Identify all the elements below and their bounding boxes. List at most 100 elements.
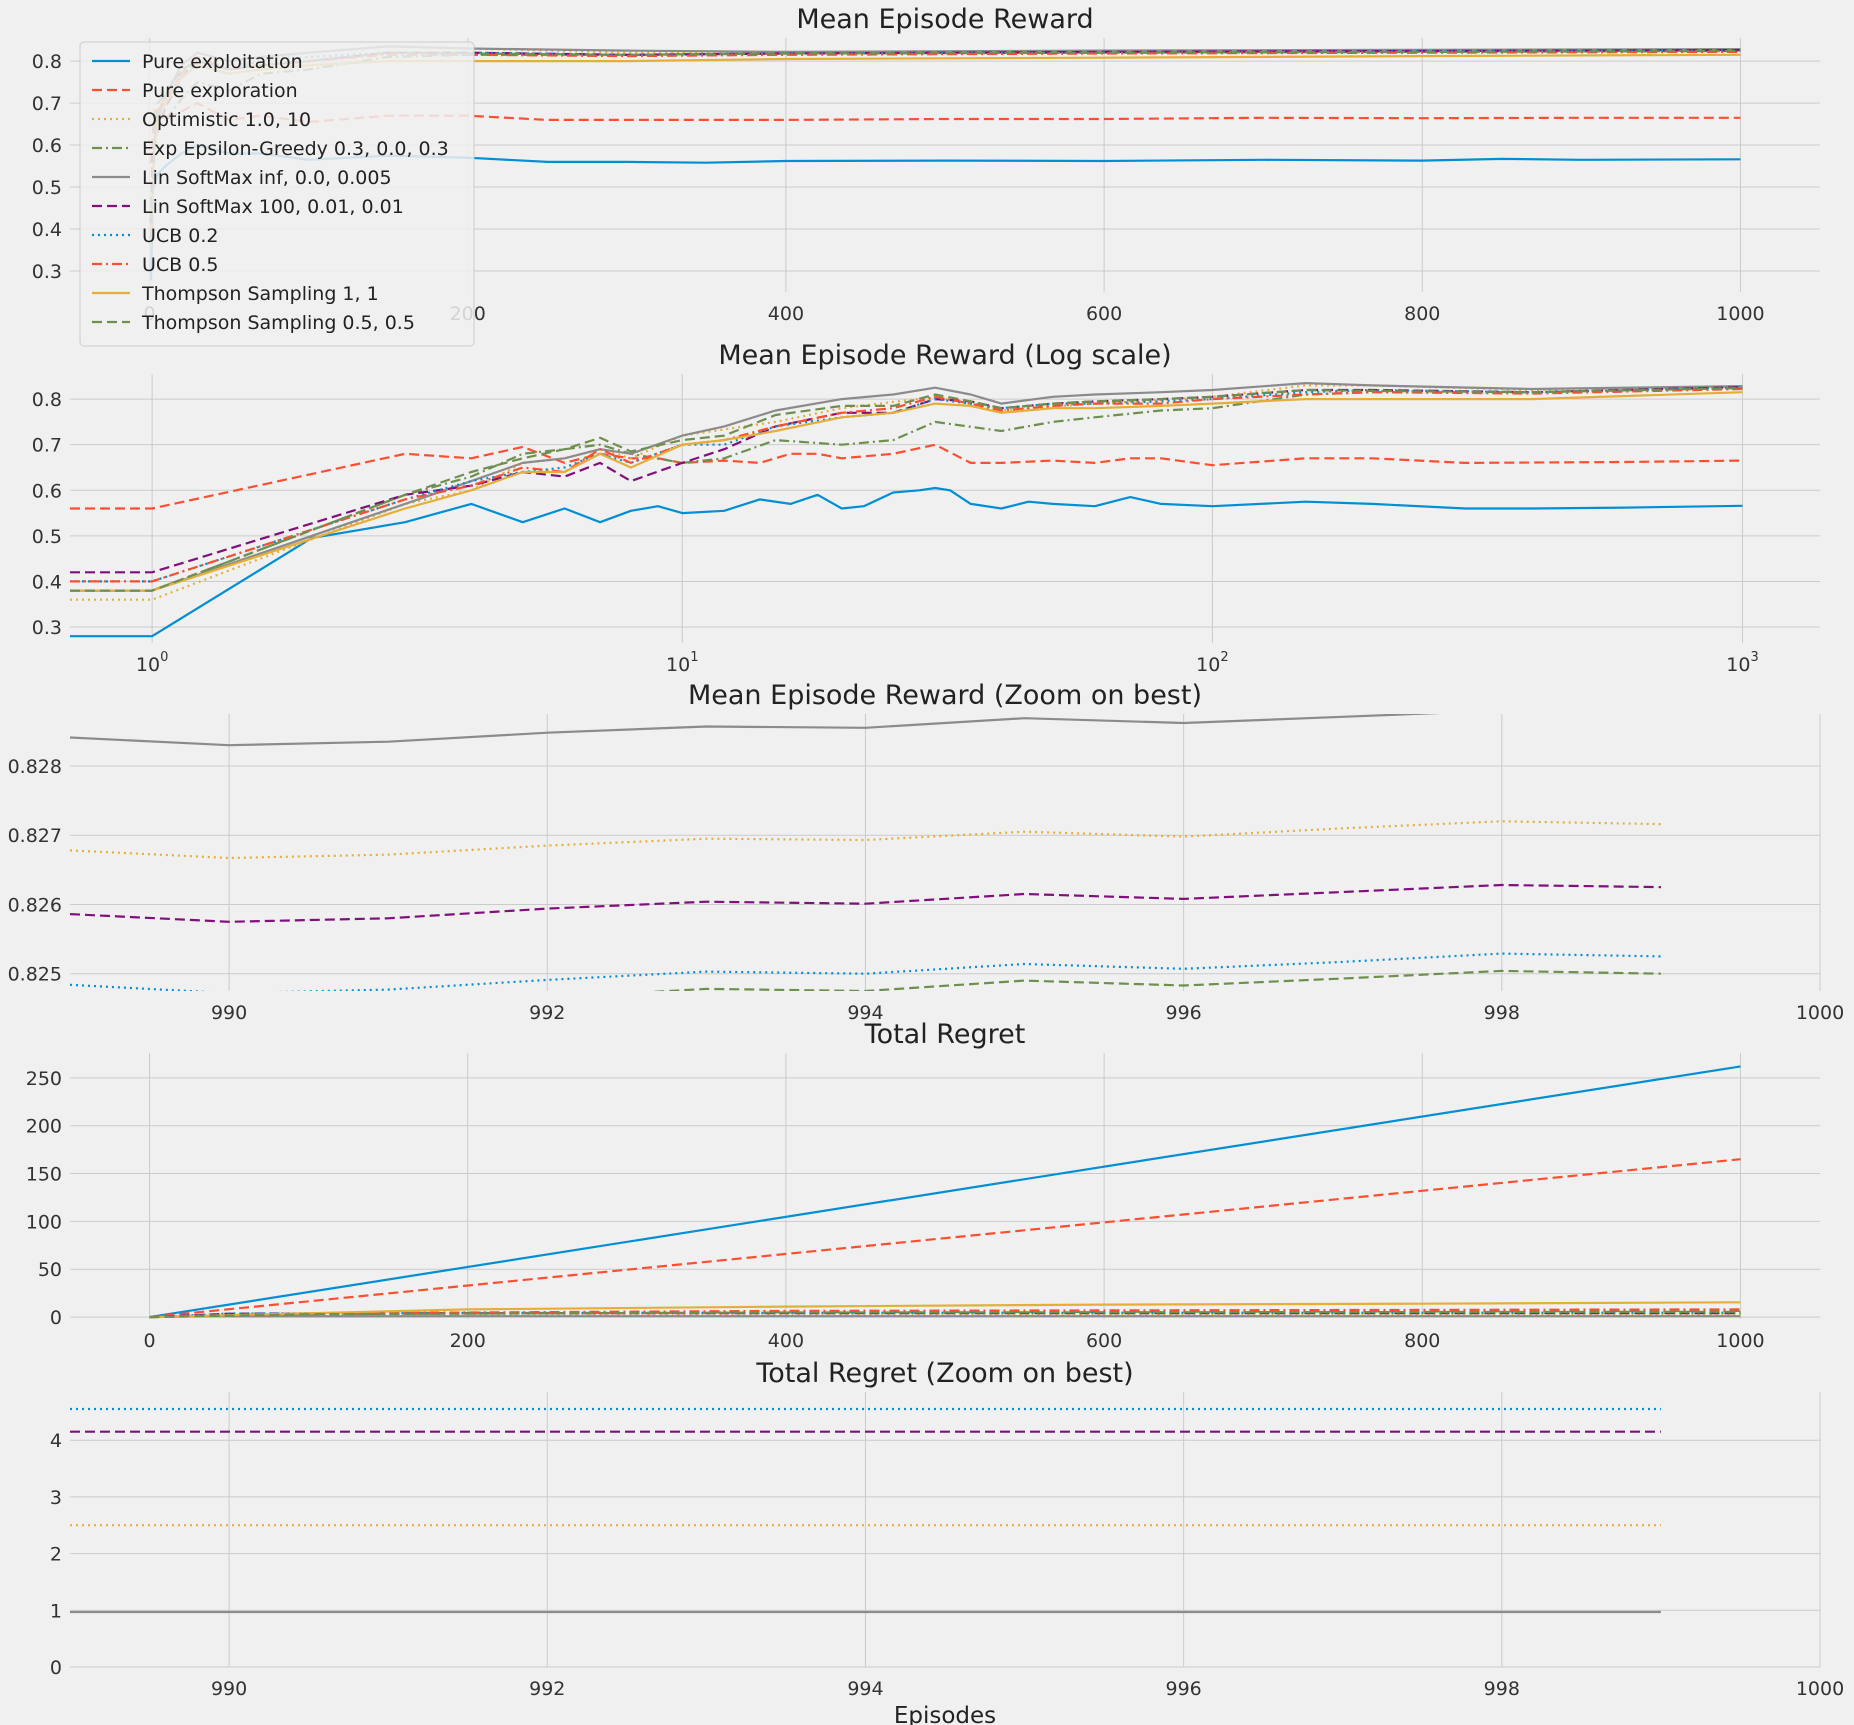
x-tick-label: 1000	[1796, 1678, 1844, 1700]
y-tick-label: 0.8	[32, 51, 62, 73]
y-tick-label: 0.5	[32, 177, 62, 199]
legend-label: UCB 0.5	[142, 254, 218, 276]
series-line-pure-exploration	[70, 443, 1743, 510]
x-tick-label: 1000	[1716, 303, 1764, 325]
series-group	[70, 1407, 1661, 1614]
y-tick-label: 0.8	[32, 389, 62, 411]
x-axis-label: Episodes	[894, 1703, 996, 1725]
series-line-thompson-sampling-0-5-0-5	[149, 1310, 1741, 1319]
legend: Pure exploitation Pure exploration Optimis…	[79, 41, 475, 347]
series-group	[149, 1065, 1741, 1319]
y-tick-label: 0.828	[8, 756, 62, 778]
y-tick-label: 0.4	[32, 571, 62, 593]
subplot-5: Total Regret (Zoom on best) 0 1 2 3 4 990 992 99…	[50, 1358, 1844, 1725]
subplot-1: Mean Episode Reward0.30.40.50.60.70.8020…	[32, 4, 1820, 347]
chart-title: Mean Episode Reward (Log scale)	[718, 340, 1171, 371]
x-tick-label: 996	[1166, 1678, 1202, 1700]
x-tick-label: 800	[1404, 1330, 1440, 1352]
x-tick-label: 992	[529, 1002, 565, 1024]
subplot-4: Total Regret 0 50 100 150 200 250 0 200 400 600 800…	[26, 1019, 1820, 1352]
x-tick-label: 1000	[1716, 1330, 1764, 1352]
x-tick-label: 994	[847, 1678, 883, 1700]
y-tick-label: 0.6	[32, 135, 62, 157]
y-tick-label: 2	[50, 1544, 62, 1566]
x-tick-label: 1000	[1796, 1002, 1844, 1024]
x-tick-exponent: 1	[690, 650, 698, 665]
series-line-ucb-0-5	[70, 387, 1743, 583]
legend-label: UCB 0.2	[142, 225, 218, 247]
x-tick-label: 990	[211, 1678, 247, 1700]
x-tick-label: 102	[1196, 650, 1228, 676]
chart-title: Total Regret (Zoom on best)	[755, 1358, 1133, 1389]
subplot-3: Mean Episode Reward (Zoom on best) 0.825 0…	[8, 680, 1845, 1024]
y-tick-label: 100	[26, 1211, 62, 1233]
series-line-lin-softmax-inf-0-0-0-005	[70, 382, 1743, 592]
series-line-pure-exploration	[149, 1158, 1741, 1319]
y-tick-label: 0.7	[32, 435, 62, 457]
chart-title: Mean Episode Reward (Zoom on best)	[688, 680, 1202, 711]
y-tick-label: 0.6	[32, 480, 62, 502]
series-line-optimistic-1-0-10	[70, 384, 1743, 601]
legend-label: Pure exploration	[142, 80, 298, 102]
series-line-pure-exploitation	[70, 486, 1743, 638]
x-tick-label: 998	[1484, 1678, 1520, 1700]
legend-box	[79, 41, 475, 347]
legend-label: Lin SoftMax 100, 0.01, 0.01	[142, 196, 404, 218]
y-tick-label: 0	[50, 1657, 62, 1679]
y-tick-label: 1	[50, 1600, 62, 1622]
x-tick-label: 800	[1404, 303, 1440, 325]
series-line-ucb-0-2	[70, 386, 1743, 583]
y-tick-label: 50	[38, 1259, 62, 1281]
y-tick-label: 0	[50, 1307, 62, 1329]
series-line-pure-exploitation	[149, 1065, 1741, 1319]
x-tick-label: 100	[136, 650, 168, 676]
series-line-thompson-sampling-0-5-0-5	[649, 969, 1661, 991]
x-tick-label: 0	[143, 1330, 155, 1352]
series-line-optimistic-1-0-10	[70, 820, 1661, 860]
x-tick-label: 200	[450, 1330, 486, 1352]
x-tick-label: 990	[211, 1002, 247, 1024]
y-tick-label: 250	[26, 1068, 62, 1090]
series-group	[70, 714, 1661, 991]
series-line-lin-softmax-inf-0-0-0-005	[149, 1315, 1741, 1319]
x-tick-exponent: 2	[1220, 650, 1228, 665]
series-line-lin-softmax-inf-0-0-0-005	[70, 714, 1442, 747]
subplot-2: Mean Episode Reward (Log scale) 0.3 0.4 0.5…	[32, 340, 1820, 676]
x-tick-label: 101	[666, 650, 698, 676]
y-tick-label: 0.5	[32, 526, 62, 548]
x-tick-label: 996	[1166, 1002, 1202, 1024]
legend-label: Lin SoftMax inf, 0.0, 0.005	[142, 167, 392, 189]
series-line-ucb-0-2	[70, 952, 1661, 991]
series-line-exp-epsilon-greedy-0-3-0-0-0-3	[70, 387, 1743, 592]
legend-label: Thompson Sampling 0.5, 0.5	[141, 312, 415, 334]
x-tick-label: 600	[1086, 303, 1122, 325]
x-tick-label: 992	[529, 1678, 565, 1700]
y-tick-label: 0.7	[32, 93, 62, 115]
y-tick-label: 0.826	[8, 894, 62, 916]
series-line-thompson-sampling-0-5-0-5	[70, 387, 1743, 592]
y-tick-label: 0.827	[8, 825, 62, 847]
series-group	[70, 382, 1743, 638]
x-tick-label: 994	[847, 1002, 883, 1024]
y-tick-label: 0.825	[8, 964, 62, 986]
y-tick-label: 0.3	[32, 617, 62, 639]
chart-title: Mean Episode Reward	[796, 4, 1093, 35]
y-tick-label: 4	[50, 1430, 62, 1452]
legend-label: Pure exploitation	[142, 51, 303, 73]
x-tick-exponent: 3	[1750, 650, 1758, 665]
series-line-lin-softmax-100-0-01-0-01	[70, 386, 1743, 574]
series-line-lin-softmax-100-0-01-0-01	[70, 883, 1661, 923]
y-tick-label: 3	[50, 1487, 62, 1509]
y-tick-label: 0.3	[32, 261, 62, 283]
legend-label: Exp Epsilon-Greedy 0.3, 0.0, 0.3	[142, 138, 449, 160]
y-tick-label: 200	[26, 1116, 62, 1138]
legend-label: Thompson Sampling 1, 1	[141, 283, 379, 305]
y-tick-label: 150	[26, 1164, 62, 1186]
x-tick-label: 103	[1726, 650, 1758, 676]
legend-label: Optimistic 1.0, 10	[142, 109, 311, 131]
x-tick-label: 600	[1086, 1330, 1122, 1352]
x-tick-exponent: 0	[160, 650, 168, 665]
series-line-thompson-sampling-1-1	[70, 391, 1743, 592]
chart-title: Total Regret	[864, 1019, 1026, 1050]
